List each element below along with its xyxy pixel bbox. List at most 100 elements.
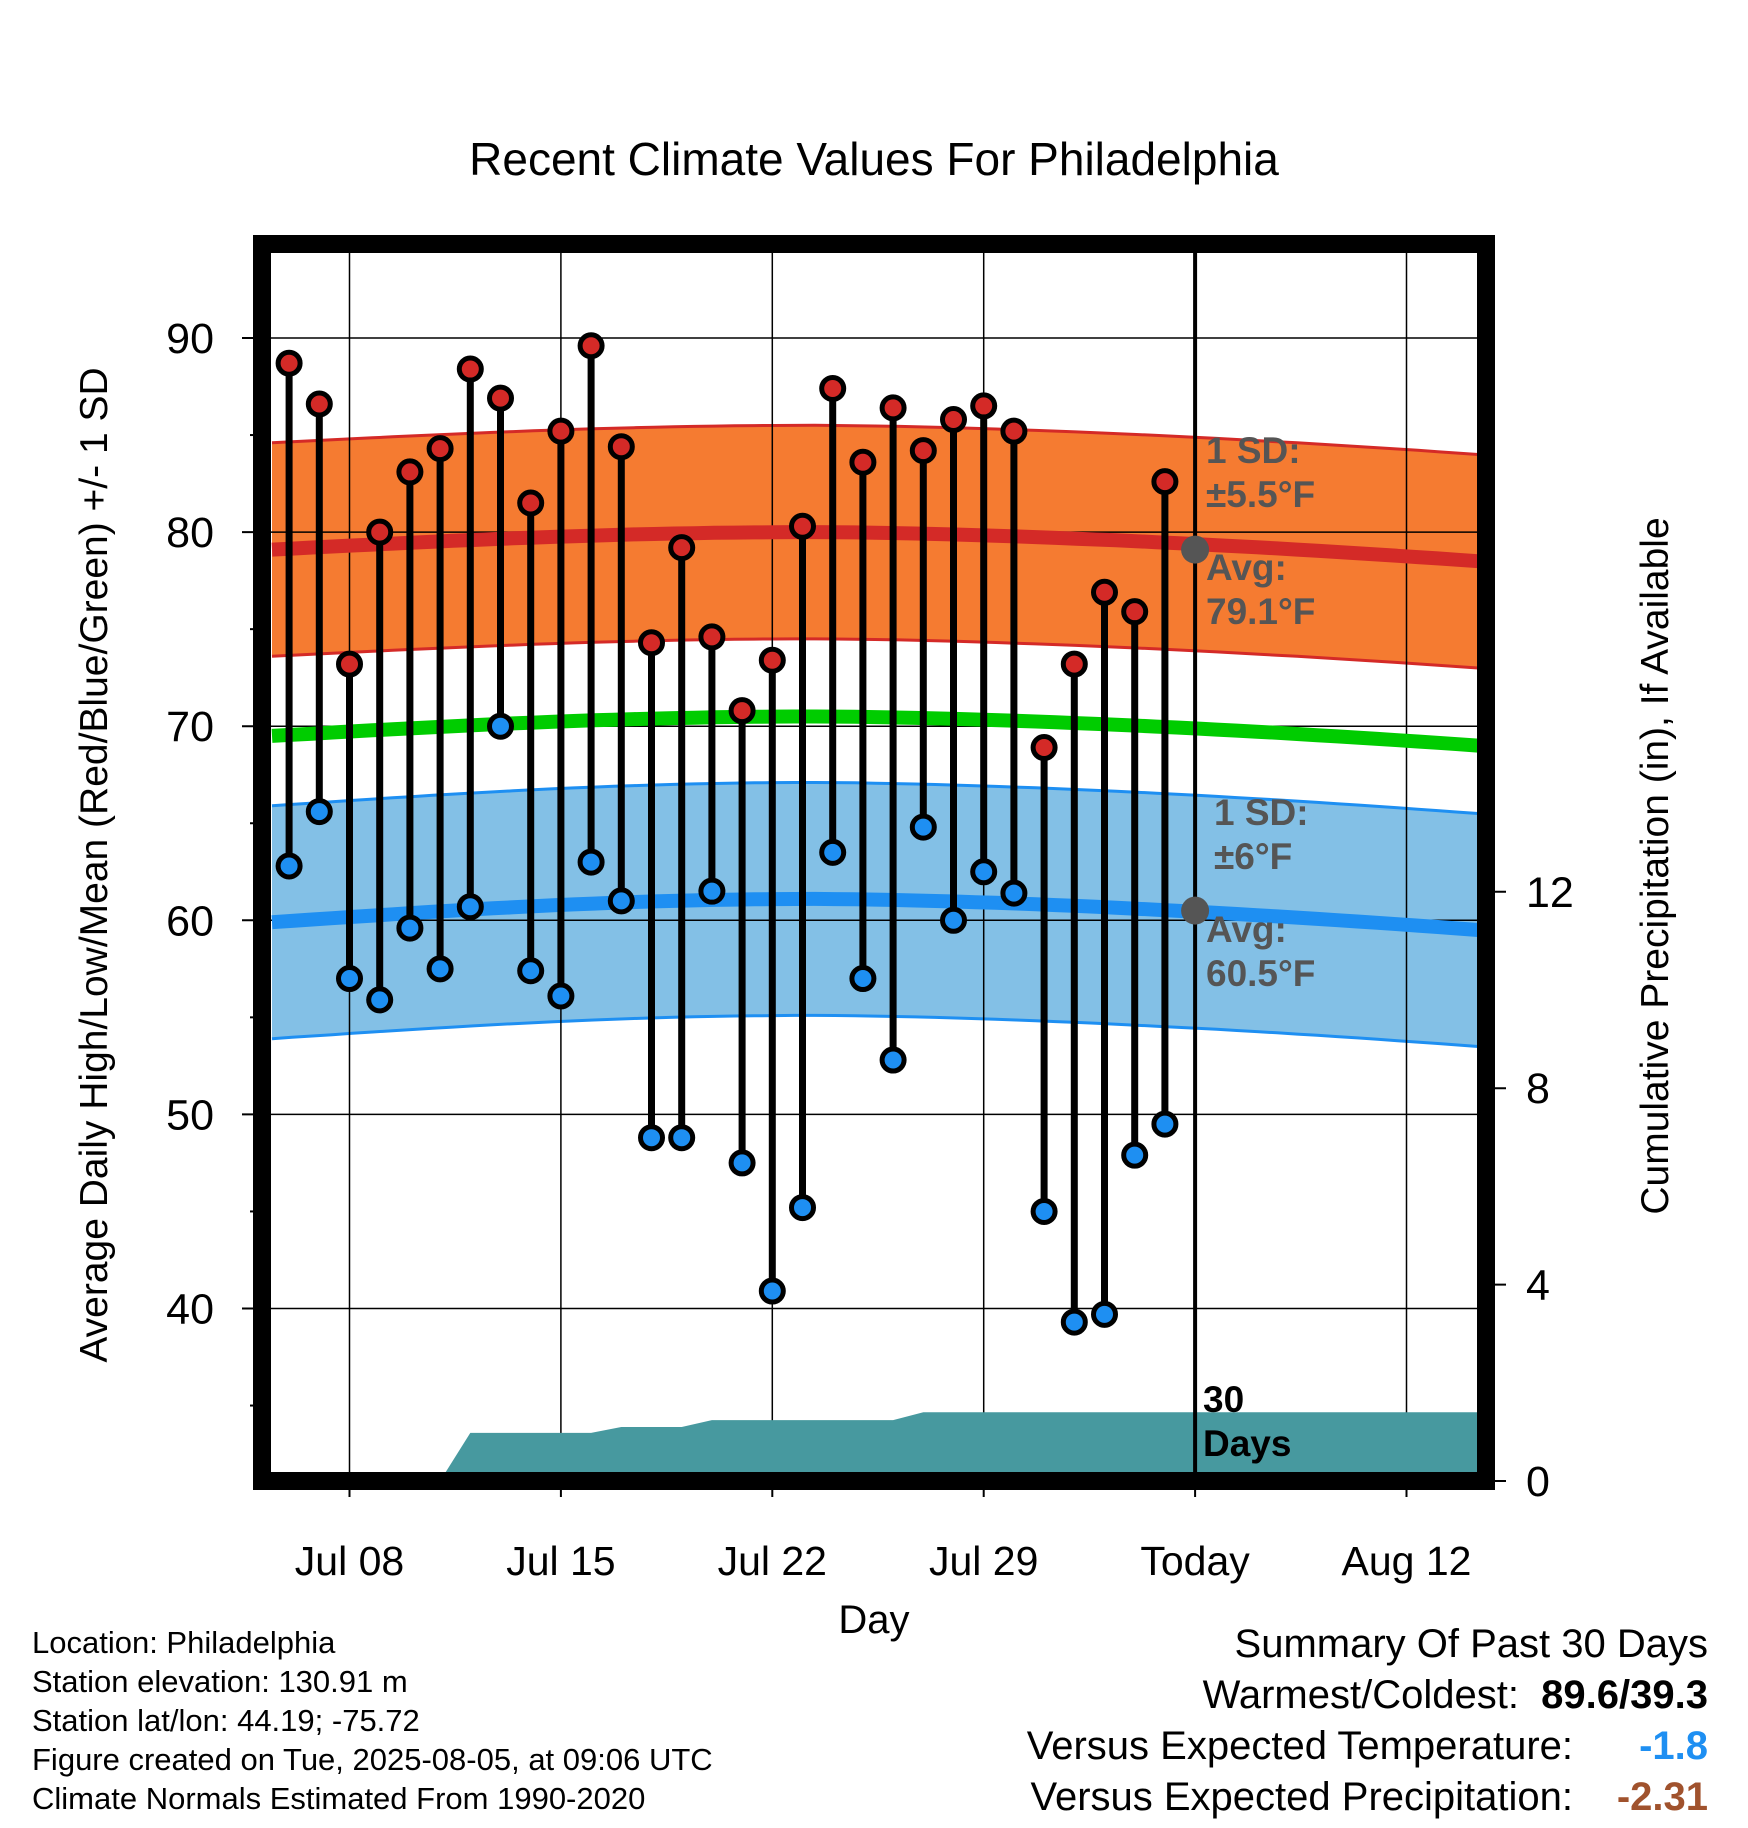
daily-low-point bbox=[1091, 1300, 1118, 1328]
plot-frame bbox=[253, 235, 1495, 1490]
daily-low-point bbox=[970, 858, 998, 886]
summary-panel: Summary Of Past 30 Days Warmest/Coldest:… bbox=[1027, 1619, 1708, 1823]
x-tick-label: Jul 15 bbox=[506, 1538, 615, 1584]
y2-axis-label: Cumulative Precipitation (in), If Availa… bbox=[1634, 517, 1677, 1214]
y2-tick-label: 12 bbox=[1526, 869, 1574, 917]
low-sd-annotation-line-1: ±6°F bbox=[1214, 836, 1292, 877]
period-annotation-line-1: Days bbox=[1203, 1423, 1291, 1464]
y2-tick-label: 8 bbox=[1526, 1065, 1550, 1113]
summary-warm-cold-row: Warmest/Coldest: 89.6/39.3 bbox=[1027, 1670, 1708, 1721]
location-text: Location: Philadelphia bbox=[32, 1625, 336, 1660]
precip-anomaly-value: -2.31 bbox=[1616, 1775, 1708, 1819]
x-tick-label: Jul 22 bbox=[718, 1538, 827, 1584]
daily-high-point bbox=[577, 332, 605, 360]
daily-low-point bbox=[789, 1194, 816, 1222]
daily-low-point bbox=[366, 986, 394, 1014]
high-avg-annotation-line-0: Avg: bbox=[1206, 547, 1287, 588]
daily-low-point bbox=[668, 1124, 696, 1152]
daily-low-point bbox=[547, 982, 575, 1010]
daily-high-point bbox=[487, 384, 514, 412]
y-tick-label: 70 bbox=[166, 703, 214, 751]
daily-low-point bbox=[396, 914, 424, 942]
y-tick-label: 50 bbox=[166, 1091, 214, 1139]
station-info: Location: Philadelphia Station elevation… bbox=[32, 1623, 713, 1818]
daily-low-point bbox=[426, 955, 454, 983]
daily-high-point bbox=[789, 512, 816, 540]
daily-low-point bbox=[849, 965, 877, 993]
daily-high-point bbox=[698, 623, 726, 651]
daily-low-point bbox=[1151, 1110, 1179, 1138]
daily-low-point bbox=[1000, 879, 1028, 907]
summary-title: Summary Of Past 30 Days bbox=[1234, 1622, 1708, 1666]
x-tick-label: Aug 12 bbox=[1342, 1538, 1472, 1584]
precip-anomaly-label: Versus Expected Precipitation: bbox=[1030, 1775, 1573, 1819]
daily-low-point bbox=[909, 813, 937, 841]
temp-anomaly-value: -1.8 bbox=[1639, 1724, 1708, 1768]
daily-high-point bbox=[547, 417, 575, 445]
daily-high-point bbox=[517, 489, 545, 517]
daily-low-point bbox=[638, 1124, 665, 1152]
daily-low-point bbox=[879, 1046, 907, 1074]
daily-low-point bbox=[698, 877, 726, 905]
high-avg-annotation-line-1: 79.1°F bbox=[1206, 591, 1315, 632]
daily-low-point bbox=[487, 712, 514, 740]
y-tick-label: 90 bbox=[166, 315, 214, 363]
daily-low-point bbox=[758, 1277, 786, 1305]
daily-high-point bbox=[638, 629, 665, 657]
precipitation-area bbox=[440, 1412, 1479, 1481]
low-avg-annotation-line-1: 60.5°F bbox=[1206, 953, 1315, 994]
daily-low-point bbox=[517, 957, 545, 985]
warm-cold-label: Warmest/Coldest: bbox=[1202, 1673, 1519, 1717]
daily-low-point bbox=[456, 893, 484, 921]
normals-text: Climate Normals Estimated From 1990-2020 bbox=[32, 1781, 646, 1816]
daily-low-point bbox=[940, 906, 967, 934]
daily-high-point bbox=[879, 394, 907, 422]
daily-low-point bbox=[819, 838, 847, 866]
y2-tick-label: 0 bbox=[1526, 1458, 1550, 1506]
daily-high-point bbox=[940, 406, 967, 434]
daily-low-point bbox=[1060, 1308, 1088, 1336]
x-tick-label: Jul 08 bbox=[295, 1538, 404, 1584]
daily-low-point bbox=[577, 848, 605, 876]
warm-cold-value: 89.6/39.3 bbox=[1541, 1673, 1708, 1717]
daily-high-point bbox=[366, 518, 394, 546]
chart-title: Recent Climate Values For Philadelphia bbox=[469, 133, 1279, 185]
daily-high-point bbox=[305, 390, 333, 418]
y-tick-label: 40 bbox=[166, 1286, 214, 1334]
daily-high-point bbox=[1000, 417, 1028, 445]
daily-high-point bbox=[668, 534, 696, 562]
y-tick-label: 60 bbox=[166, 897, 214, 945]
daily-low-point bbox=[728, 1149, 756, 1177]
high-sd-annotation-line-1: ±5.5°F bbox=[1206, 474, 1315, 515]
period-annotation-line-0: 30 bbox=[1203, 1379, 1244, 1420]
latlon-text: Station lat/lon: 44.19; -75.72 bbox=[32, 1703, 420, 1738]
normal-low-band bbox=[272, 782, 1478, 1047]
daily-high-point bbox=[396, 458, 424, 486]
daily-high-point bbox=[1060, 650, 1088, 678]
today-normal-high-dot bbox=[1181, 535, 1210, 564]
daily-high-point bbox=[909, 437, 937, 465]
daily-high-point bbox=[1091, 578, 1118, 606]
y2-tick-label: 4 bbox=[1526, 1262, 1550, 1310]
low-avg-annotation-line-0: Avg: bbox=[1206, 909, 1287, 950]
daily-low-point bbox=[607, 887, 635, 915]
daily-high-point bbox=[1030, 734, 1058, 762]
high-sd-annotation-line-0: 1 SD: bbox=[1206, 430, 1301, 471]
summary-temp-row: Versus Expected Temperature: -1.8 bbox=[1027, 1721, 1708, 1772]
daily-high-point bbox=[849, 448, 877, 476]
summary-precip-row: Versus Expected Precipitation: -2.31 bbox=[1027, 1772, 1708, 1823]
elevation-text: Station elevation: 130.91 m bbox=[32, 1664, 408, 1699]
daily-high-point bbox=[758, 646, 786, 674]
x-tick-label: Today bbox=[1140, 1538, 1250, 1584]
daily-low-point bbox=[275, 852, 303, 880]
daily-high-point bbox=[336, 650, 363, 678]
daily-high-point bbox=[426, 435, 454, 463]
daily-low-point bbox=[305, 798, 333, 826]
y-axis-label: Average Daily High/Low/Mean (Red/Blue/Gr… bbox=[73, 367, 116, 1362]
temp-anomaly-label: Versus Expected Temperature: bbox=[1026, 1724, 1573, 1768]
daily-high-point bbox=[1121, 598, 1149, 626]
daily-high-point bbox=[275, 349, 303, 377]
daily-high-point bbox=[1151, 468, 1179, 496]
